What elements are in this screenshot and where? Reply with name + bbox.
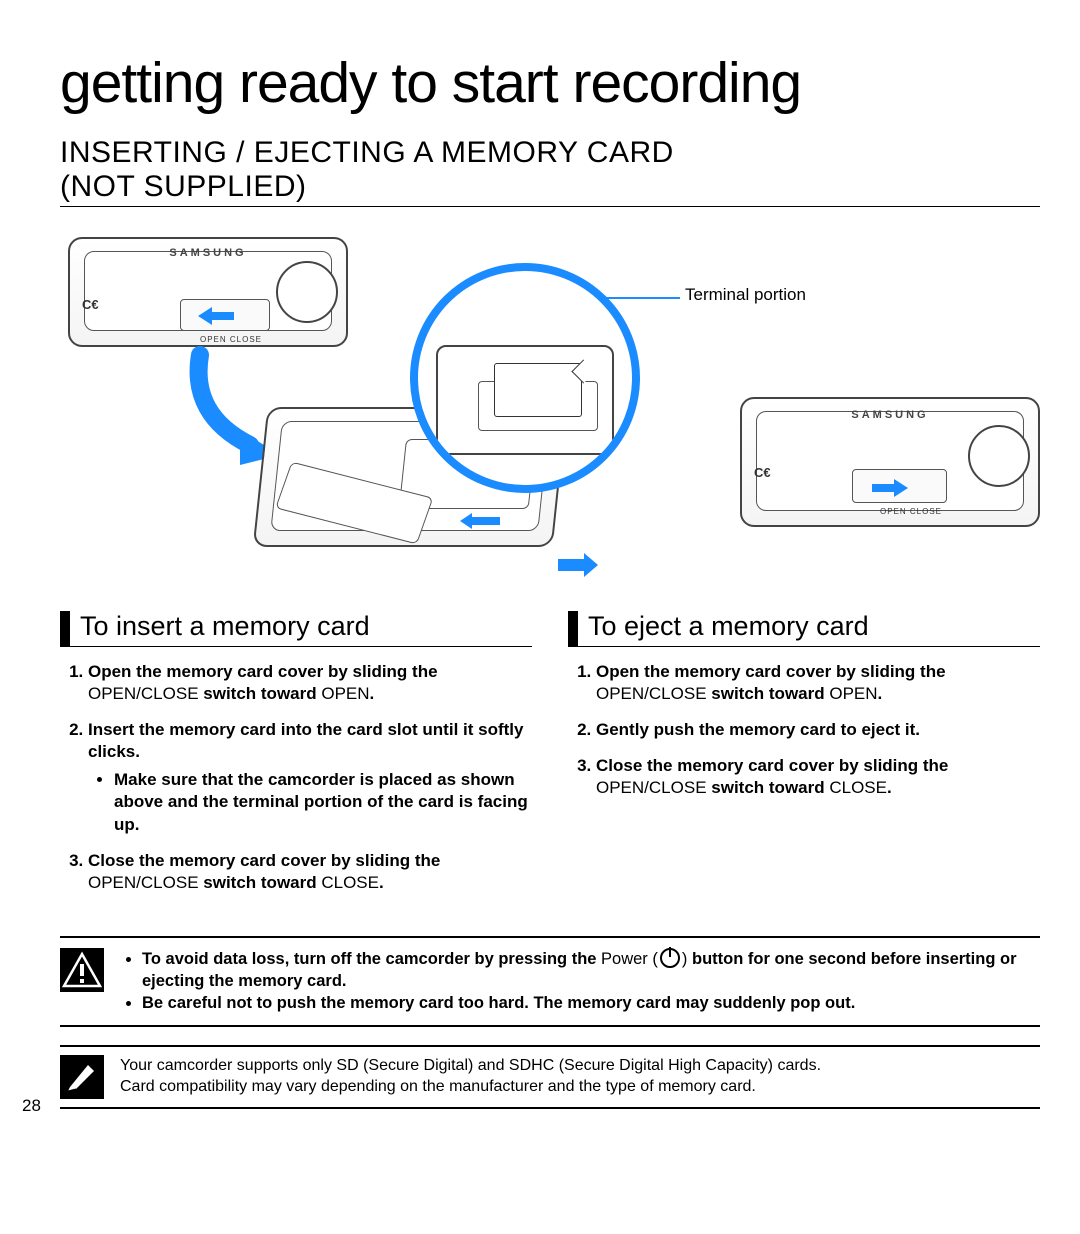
insert-title: To insert a memory card [60, 611, 532, 647]
note-line-2: Card compatibility may vary depending on… [120, 1076, 821, 1098]
insert-step-3: Close the memory card cover by sliding t… [88, 850, 532, 894]
eject-step-1: Open the memory card cover by sliding th… [596, 661, 1040, 705]
arrow-close-icon [872, 477, 908, 499]
warning-item-2: Be careful not to push the memory card t… [142, 992, 1034, 1014]
note-text: Your camcorder supports only SD (Secure … [120, 1055, 821, 1099]
arrow-open-icon [198, 305, 234, 327]
insert-step-2-sub: Make sure that the camcorder is placed a… [114, 769, 532, 835]
camcorder-closed-1: SAMSUNG C€ OPEN CLOSE [68, 237, 348, 347]
warning-icon [60, 948, 104, 992]
insert-step-2: Insert the memory card into the card slo… [88, 719, 532, 835]
insert-steps: Open the memory card cover by sliding th… [60, 661, 532, 894]
page-title: getting ready to start recording [60, 50, 1040, 116]
instruction-columns: To insert a memory card Open the memory … [60, 611, 1040, 908]
page-number: 28 [22, 1096, 41, 1116]
note-box: Your camcorder supports only SD (Secure … [60, 1045, 1040, 1109]
callout-label: Terminal portion [685, 285, 806, 305]
warning-item-1: To avoid data loss, turn off the camcord… [142, 948, 1034, 993]
switch-labels-2: OPEN CLOSE [880, 507, 942, 516]
arrow-insert-right-icon [558, 551, 598, 579]
brand-label-2: SAMSUNG [851, 409, 928, 421]
eject-steps: Open the memory card cover by sliding th… [568, 661, 1040, 799]
section-title-line2: (NOT SUPPLIED) [60, 170, 307, 203]
section-title-line1: INSERTING / EJECTING A MEMORY CARD [60, 136, 674, 169]
eject-step-3: Close the memory card cover by sliding t… [596, 755, 1040, 799]
note-icon [60, 1055, 104, 1099]
eject-column: To eject a memory card Open the memory c… [568, 611, 1040, 908]
eject-title: To eject a memory card [568, 611, 1040, 647]
diagram: SAMSUNG C€ OPEN CLOSE Terminal portion [60, 227, 1040, 587]
camcorder-closed-2: SAMSUNG C€ OPEN CLOSE [740, 397, 1040, 527]
insert-column: To insert a memory card Open the memory … [60, 611, 532, 908]
eject-step-2: Gently push the memory card to eject it. [596, 719, 1040, 741]
sd-card-icon [494, 363, 582, 417]
arrow-insert-left-icon [460, 511, 500, 531]
note-line-1: Your camcorder supports only SD (Secure … [120, 1055, 821, 1077]
warning-box: To avoid data loss, turn off the camcord… [60, 936, 1040, 1027]
switch-labels: OPEN CLOSE [200, 335, 262, 344]
power-icon [660, 948, 680, 968]
insert-step-1: Open the memory card cover by sliding th… [88, 661, 532, 705]
brand-label: SAMSUNG [169, 247, 246, 259]
callout-line [600, 297, 680, 299]
section-title: INSERTING / EJECTING A MEMORY CARD (NOT … [60, 136, 1040, 207]
